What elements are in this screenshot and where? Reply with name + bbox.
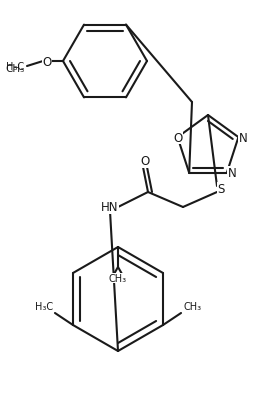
Text: H₃C: H₃C xyxy=(35,301,53,311)
Text: CH₃: CH₃ xyxy=(183,301,201,311)
Text: H₃C: H₃C xyxy=(6,62,24,72)
Text: CH₃: CH₃ xyxy=(109,273,127,283)
Text: O: O xyxy=(173,131,182,144)
Text: O: O xyxy=(42,55,51,68)
Text: HN: HN xyxy=(101,201,119,214)
Text: N: N xyxy=(227,167,236,180)
Text: CH₃: CH₃ xyxy=(6,64,25,74)
Text: O: O xyxy=(140,155,150,168)
Text: S: S xyxy=(217,183,225,196)
Text: N: N xyxy=(239,131,248,144)
